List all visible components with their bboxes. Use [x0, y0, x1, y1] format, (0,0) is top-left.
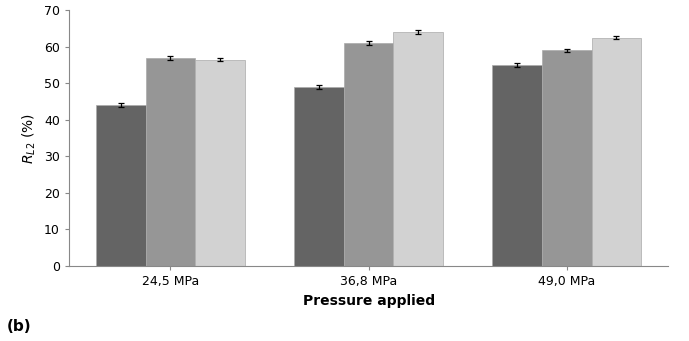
Bar: [393, 32, 443, 266]
Text: (b): (b): [7, 319, 32, 334]
Y-axis label: $R_{L2}$ (%): $R_{L2}$ (%): [21, 113, 39, 164]
Bar: [294, 87, 344, 266]
Bar: [195, 60, 245, 266]
Bar: [592, 38, 641, 266]
Bar: [493, 65, 542, 266]
Bar: [96, 105, 145, 266]
Bar: [542, 50, 592, 266]
Bar: [145, 58, 195, 266]
Bar: [344, 43, 393, 266]
X-axis label: Pressure applied: Pressure applied: [302, 294, 435, 308]
